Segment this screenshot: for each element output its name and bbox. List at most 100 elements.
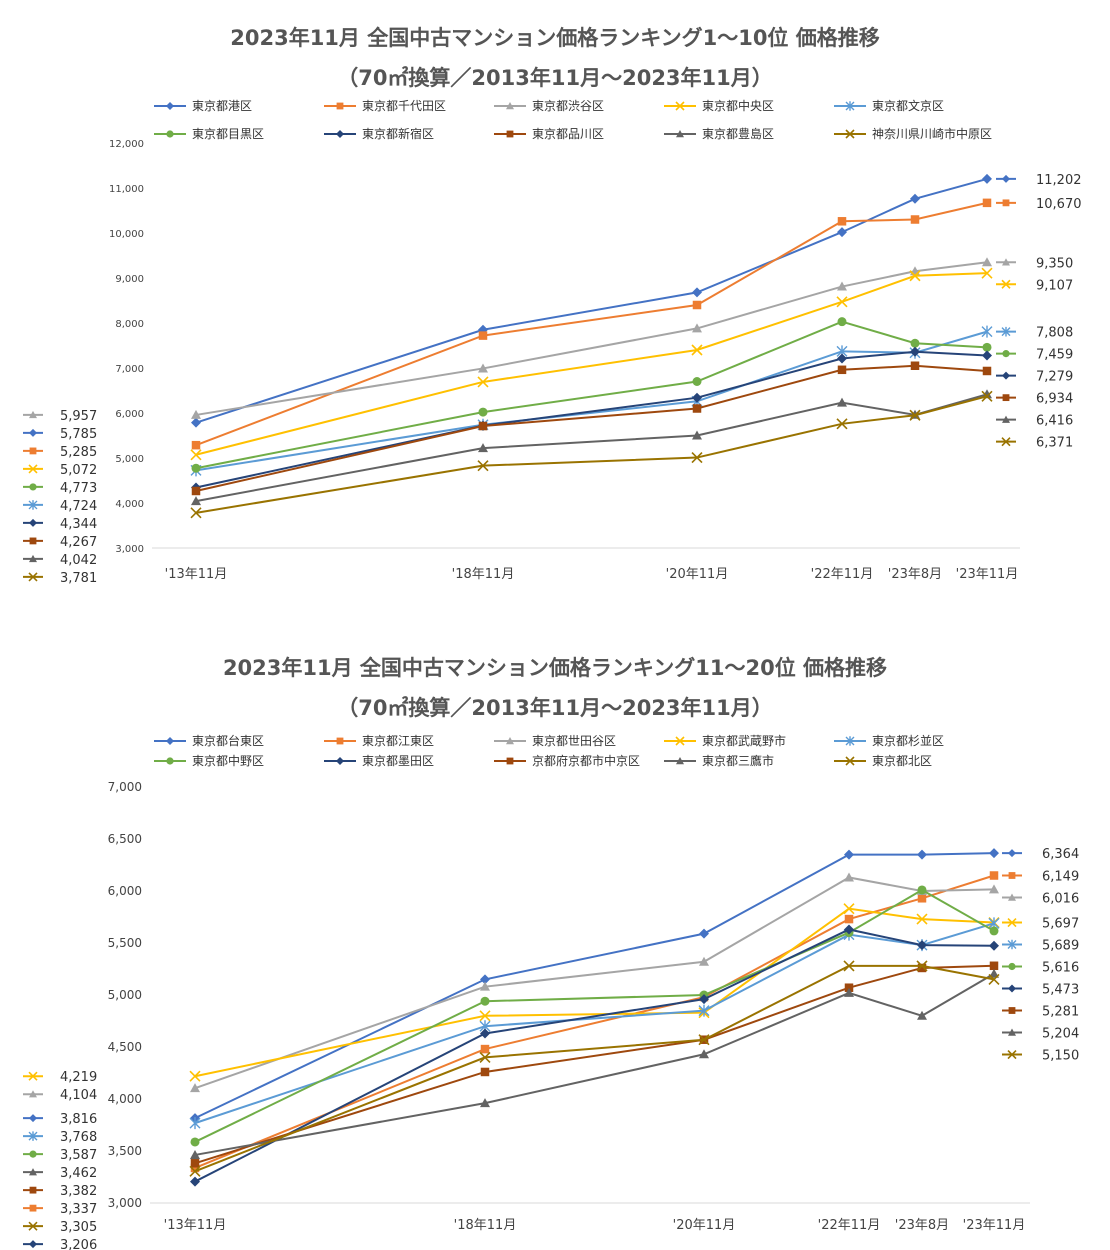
series-line <box>195 261 988 416</box>
data-point <box>843 903 855 915</box>
data-point <box>837 217 847 226</box>
data-point <box>478 443 488 453</box>
end-value-text: 5,697 <box>1042 917 1079 932</box>
start-value-text: 3,305 <box>60 1220 97 1235</box>
legend-swatch <box>324 737 356 745</box>
series-1 <box>190 848 999 1124</box>
legend-label: 東京都豊島区 <box>702 127 775 141</box>
data-point <box>191 486 201 496</box>
data-point <box>478 421 488 431</box>
data-point <box>698 1034 710 1046</box>
data-point <box>910 346 920 357</box>
y-tick-label: 10,000 <box>109 229 144 240</box>
series-line <box>194 928 995 1183</box>
data-point <box>837 281 847 291</box>
data-point <box>917 849 927 860</box>
start-value-text: 4,267 <box>60 535 97 550</box>
data-point <box>917 894 927 903</box>
chart-subtitle: （70㎡換算／2013年11月～2023年11月） <box>337 66 773 90</box>
data-point <box>982 366 992 376</box>
end-value-text: 7,279 <box>1036 370 1073 385</box>
x-tick-label: '18年11月 <box>454 1218 517 1233</box>
label-key-marker <box>29 447 37 455</box>
start-value-label: 3,587 <box>23 1148 97 1163</box>
legend-label: 東京都武蔵野市 <box>702 734 787 748</box>
series-line <box>195 395 988 514</box>
data-point <box>989 884 999 894</box>
start-value-label: 3,337 <box>23 1202 97 1217</box>
label-key-marker <box>29 428 37 437</box>
end-value-text: 5,473 <box>1042 983 1079 998</box>
end-value-label: 5,616 <box>1002 961 1079 976</box>
end-value-text: 5,689 <box>1042 939 1079 954</box>
data-point <box>917 940 927 951</box>
end-value-text: 5,204 <box>1042 1027 1079 1042</box>
data-point <box>844 924 854 935</box>
end-value-text: 6,416 <box>1036 414 1073 429</box>
data-point <box>837 397 847 407</box>
start-value-text: 3,382 <box>60 1184 97 1199</box>
label-key-marker <box>29 1240 37 1249</box>
data-point <box>699 1049 709 1059</box>
end-value-label: 6,149 <box>1002 870 1079 885</box>
legend-swatch <box>154 737 186 745</box>
label-key-marker <box>1002 350 1010 358</box>
series-line <box>194 852 995 1120</box>
series-line <box>195 350 988 489</box>
end-value-text: 5,281 <box>1042 1005 1079 1020</box>
end-value-label: 5,150 <box>1002 1049 1079 1064</box>
data-point <box>190 507 202 519</box>
legend-label: 東京都中野区 <box>192 754 265 768</box>
data-point <box>699 994 709 1005</box>
start-value-label: 3,816 <box>23 1112 97 1127</box>
data-point <box>480 1044 490 1054</box>
chart-title: 2023年11月 全国中古マンション価格ランキング11～20位 価格推移 <box>222 656 888 680</box>
data-point <box>480 1098 490 1108</box>
label-key-marker <box>1008 849 1016 858</box>
start-value-text: 3,337 <box>60 1202 97 1217</box>
label-key-marker <box>29 518 37 527</box>
end-value-text: 10,670 <box>1036 197 1082 212</box>
y-tick-label: 5,000 <box>115 454 144 465</box>
data-point <box>189 1165 201 1177</box>
legend-label: 東京都三鷹市 <box>702 754 775 768</box>
data-point <box>989 961 999 971</box>
series-1 <box>191 173 992 428</box>
start-value-text: 4,344 <box>60 517 97 532</box>
data-point <box>190 1159 200 1168</box>
data-point <box>191 496 201 506</box>
legend-swatch <box>664 736 696 746</box>
legend-label: 神奈川県川崎市中原区 <box>872 127 993 141</box>
data-point <box>478 331 488 340</box>
series-3 <box>191 257 992 419</box>
data-point <box>189 1070 201 1082</box>
series-line <box>194 874 995 1169</box>
legend-swatch <box>324 757 356 765</box>
chart-plot-area: 3,000 3,500 4,000 4,500 5,000 5,500 6,000 6,500… <box>23 780 1079 1250</box>
end-value-text: 6,149 <box>1042 870 1079 885</box>
start-value-text: 4,773 <box>60 481 97 496</box>
data-point <box>699 928 709 939</box>
end-value-text: 6,934 <box>1036 392 1073 407</box>
end-value-text: 6,364 <box>1042 847 1079 862</box>
start-value-label: 4,344 <box>23 517 97 532</box>
label-key-marker <box>28 1221 38 1231</box>
end-value-label: 7,279 <box>996 370 1073 385</box>
data-point <box>843 960 855 972</box>
label-key-marker <box>1007 939 1017 950</box>
legend-swatch <box>664 757 696 765</box>
legend-swatch <box>494 737 526 745</box>
data-point <box>844 914 854 924</box>
start-value-label: 4,267 <box>23 535 97 550</box>
label-key-marker <box>29 1090 37 1098</box>
label-key-marker <box>1001 279 1011 289</box>
end-value-text: 11,202 <box>1036 173 1082 188</box>
legend-swatch <box>834 736 866 746</box>
data-point <box>190 1149 200 1159</box>
label-key-marker <box>1007 917 1017 928</box>
data-point <box>989 968 999 978</box>
series-line <box>194 964 995 1173</box>
label-key-marker <box>29 1150 37 1158</box>
data-point <box>989 871 999 880</box>
label-key-marker <box>1002 258 1010 266</box>
